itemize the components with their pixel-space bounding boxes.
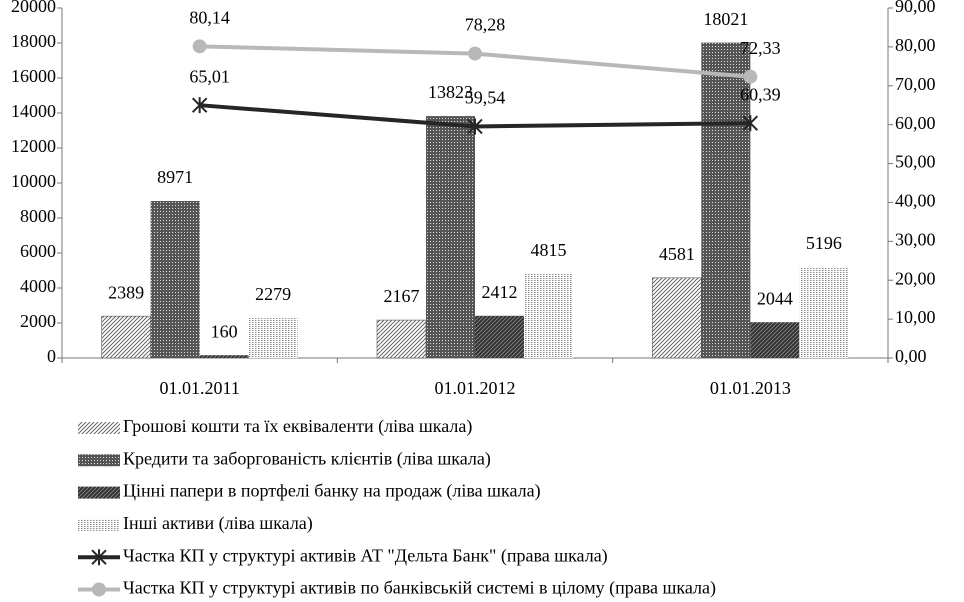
- legend-marker: [91, 549, 107, 566]
- data-label: 60,39: [740, 84, 781, 104]
- bar: [199, 355, 249, 358]
- bar: [426, 116, 475, 358]
- legend-label: Цінні папери в портфелі банку на продаж …: [123, 481, 541, 502]
- data-label: 13823: [428, 82, 473, 102]
- y2-tick-label: 0,00: [895, 346, 927, 366]
- y2-tick-label: 20,00: [895, 268, 936, 288]
- bar: [524, 273, 573, 358]
- y-tick-label: 14000: [11, 101, 56, 121]
- legend-swatch: [78, 422, 120, 434]
- x-tick-label: 01.01.2013: [710, 378, 791, 398]
- x-tick-label: 01.01.2012: [435, 378, 516, 398]
- marker: [743, 69, 758, 84]
- y-tick-label: 10000: [11, 171, 56, 191]
- bar: [799, 267, 849, 358]
- data-label: 72,33: [740, 38, 781, 58]
- data-label: 4815: [531, 240, 567, 260]
- legend-swatch: [78, 454, 120, 467]
- marker: [467, 118, 483, 135]
- y2-tick-label: 60,00: [895, 113, 936, 133]
- y2-tick-label: 70,00: [895, 74, 936, 94]
- legend-label: Інші активи (ліва шкала): [123, 513, 313, 534]
- y2-tick-label: 40,00: [895, 191, 936, 211]
- y-tick-label: 2000: [20, 311, 56, 331]
- legend-swatch: [78, 518, 120, 531]
- data-label: 18021: [703, 9, 748, 29]
- data-label: 2412: [482, 282, 518, 302]
- marker: [192, 39, 207, 54]
- legend-marker: [92, 582, 106, 597]
- marker: [468, 46, 482, 61]
- data-label: 78,28: [465, 15, 506, 35]
- data-label: 2279: [255, 284, 291, 304]
- y2-tick-label: 30,00: [895, 229, 936, 249]
- data-label: 80,14: [189, 7, 230, 27]
- data-label: 59,54: [465, 88, 506, 108]
- legend-label: Грошові кошти та їх еквіваленти (ліва шк…: [123, 416, 472, 437]
- bar: [652, 277, 702, 359]
- y-tick-label: 20000: [11, 0, 56, 16]
- y-tick-label: 12000: [11, 136, 56, 156]
- legend-label: Частка КП у структурі активів АТ "Дельта…: [123, 545, 608, 566]
- bar: [101, 315, 151, 359]
- y-tick-label: 16000: [11, 66, 56, 86]
- data-label: 160: [211, 321, 238, 341]
- data-label: 8971: [157, 167, 193, 187]
- marker: [742, 115, 759, 132]
- y2-tick-label: 80,00: [895, 35, 936, 55]
- data-label: 4581: [659, 244, 695, 264]
- y2-tick-label: 90,00: [895, 0, 936, 16]
- data-label: 2167: [384, 286, 420, 306]
- bar: [475, 315, 524, 358]
- bar: [750, 322, 800, 358]
- y-tick-label: 6000: [20, 241, 56, 261]
- bar: [150, 201, 200, 358]
- y-tick-label: 8000: [20, 206, 56, 226]
- data-label: 2044: [757, 288, 793, 308]
- legend-label: Кредити та заборгованість клієнтів (ліва…: [123, 448, 491, 469]
- bar: [376, 319, 427, 359]
- legend-label: Частка КП у структурі активів по банківс…: [123, 578, 716, 599]
- legend-swatch: [78, 486, 120, 499]
- data-label: 2389: [108, 282, 144, 302]
- y2-tick-label: 50,00: [895, 152, 936, 172]
- y-tick-label: 0: [47, 346, 56, 366]
- bar: [701, 42, 751, 358]
- marker: [191, 97, 208, 114]
- bar: [248, 318, 298, 358]
- data-label: 65,01: [189, 66, 230, 86]
- y-tick-label: 18000: [11, 31, 56, 51]
- y2-tick-label: 10,00: [895, 307, 936, 327]
- data-label: 5196: [806, 233, 842, 253]
- y-tick-label: 4000: [20, 276, 56, 296]
- x-tick-label: 01.01.2011: [159, 378, 239, 398]
